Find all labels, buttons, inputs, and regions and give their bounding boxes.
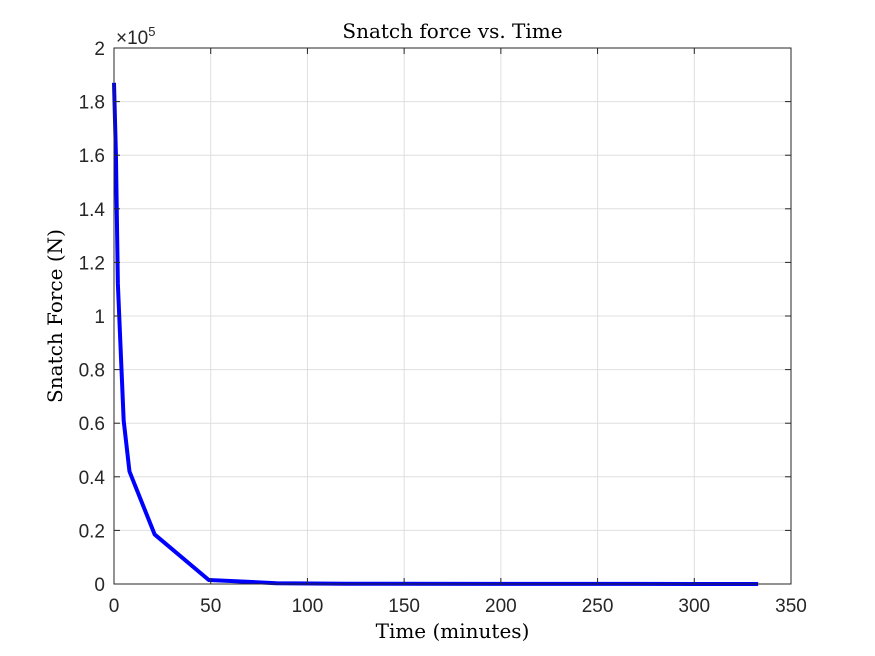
y-tick-label: 2 (94, 39, 105, 60)
y-tick-label: 1.6 (79, 146, 105, 167)
y-tick-label: 0.6 (79, 414, 105, 435)
y-axis-label: Snatch Force (N) (43, 229, 67, 403)
y-tick-label: 1.8 (79, 93, 105, 114)
y-tick-label: 1.2 (79, 253, 105, 274)
y-tick-label: 0.4 (79, 468, 106, 489)
y-tick-label: 0.2 (79, 521, 105, 542)
x-tick-label: 100 (292, 596, 324, 617)
x-tick-label: 300 (678, 596, 710, 617)
y-tick-label: 0 (94, 575, 105, 596)
y-exponent-power: 5 (148, 24, 155, 39)
x-tick-label: 250 (582, 596, 614, 617)
y-exponent-base: ×10 (116, 28, 148, 49)
y-tick-label: 0.8 (79, 361, 105, 382)
x-axis-label: Time (minutes) (376, 619, 530, 643)
y-axis-ticks: 0 0.2 0.4 0.6 0.8 1 1.2 1.4 1.6 1.8 2 (79, 39, 791, 596)
x-tick-label: 150 (388, 596, 420, 617)
x-tick-label: 0 (109, 596, 120, 617)
y-axis-exponent: ×105 (116, 24, 155, 49)
x-tick-label: 200 (485, 596, 517, 617)
y-tick-label: 1 (94, 307, 105, 328)
y-tick-label: 1.4 (79, 200, 106, 221)
x-axis-ticks: 0 50 100 150 200 250 300 350 (109, 48, 807, 617)
x-tick-label: 350 (775, 596, 807, 617)
chart-title: Snatch force vs. Time (342, 19, 562, 43)
x-tick-label: 50 (200, 596, 221, 617)
